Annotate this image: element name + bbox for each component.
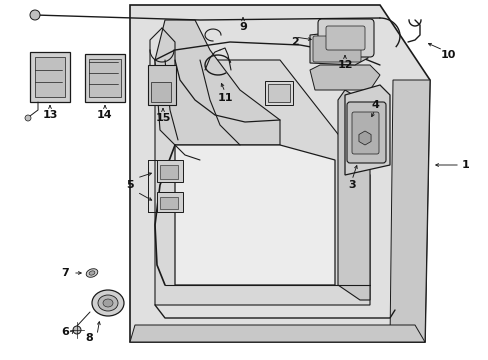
Bar — [160, 165, 178, 179]
Text: 14: 14 — [97, 110, 113, 120]
Bar — [30, 52, 70, 102]
Bar — [148, 65, 176, 105]
Ellipse shape — [89, 271, 95, 275]
FancyBboxPatch shape — [351, 112, 378, 154]
Text: 4: 4 — [370, 100, 378, 110]
Text: 12: 12 — [337, 60, 352, 70]
Text: 11: 11 — [217, 93, 232, 103]
Ellipse shape — [103, 299, 113, 307]
Polygon shape — [345, 85, 389, 175]
Bar — [160, 197, 178, 209]
Text: 13: 13 — [42, 110, 58, 120]
Bar — [267, 84, 289, 102]
Text: 9: 9 — [239, 22, 246, 32]
Polygon shape — [130, 5, 429, 342]
Text: 10: 10 — [439, 50, 455, 60]
Bar — [264, 81, 292, 105]
Bar — [157, 192, 183, 212]
Text: 6: 6 — [61, 327, 69, 337]
Text: 8: 8 — [85, 333, 93, 343]
FancyBboxPatch shape — [317, 19, 373, 57]
Text: 15: 15 — [155, 113, 170, 123]
Ellipse shape — [92, 290, 124, 316]
Ellipse shape — [86, 269, 98, 277]
Circle shape — [25, 115, 31, 121]
Circle shape — [73, 326, 81, 334]
Polygon shape — [337, 90, 369, 300]
FancyBboxPatch shape — [346, 102, 385, 163]
Polygon shape — [309, 30, 367, 65]
Polygon shape — [309, 65, 379, 90]
Bar — [89, 59, 121, 97]
Polygon shape — [389, 80, 429, 342]
Bar — [157, 160, 183, 182]
Bar — [35, 57, 65, 97]
Polygon shape — [155, 60, 369, 305]
FancyBboxPatch shape — [325, 26, 364, 50]
Polygon shape — [130, 325, 424, 342]
Polygon shape — [155, 20, 280, 145]
Text: 2: 2 — [290, 37, 298, 47]
Circle shape — [30, 10, 40, 20]
Polygon shape — [175, 145, 334, 285]
Bar — [151, 82, 171, 102]
FancyBboxPatch shape — [312, 36, 360, 62]
Bar — [85, 54, 125, 102]
Text: 3: 3 — [347, 180, 355, 190]
Ellipse shape — [98, 295, 118, 311]
Text: 1: 1 — [461, 160, 469, 170]
Text: 5: 5 — [126, 180, 134, 190]
Text: 7: 7 — [61, 268, 69, 278]
